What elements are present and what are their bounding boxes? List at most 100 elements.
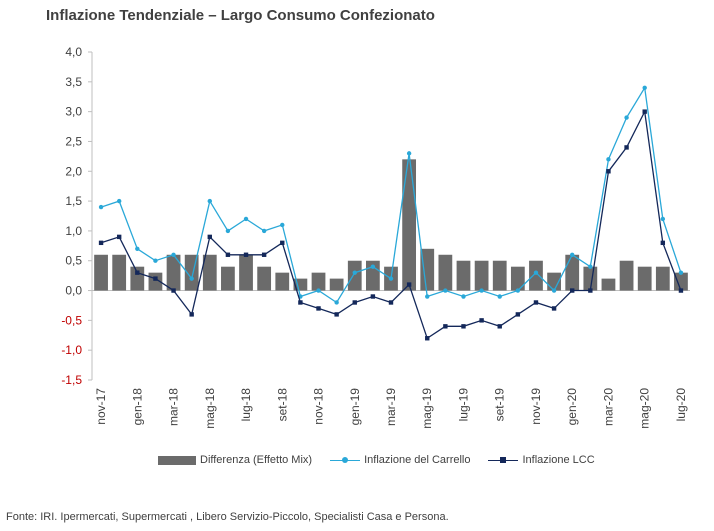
y-tick-label: -0,5 (61, 313, 82, 327)
point-lcc (352, 300, 357, 305)
x-tick-label: gen-20 (565, 388, 579, 426)
bar-differenza (402, 159, 417, 291)
bar-differenza (492, 260, 507, 291)
point-carrello (660, 216, 666, 222)
x-tick-label: set-19 (493, 388, 507, 422)
legend-item-differenza: Differenza (Effetto Mix) (158, 454, 312, 466)
y-tick-label: 1,0 (65, 224, 82, 238)
x-tick-label: mar-20 (601, 388, 615, 426)
point-carrello (406, 151, 412, 156)
legend-swatch-bar (158, 455, 196, 465)
legend-swatch-lcc (488, 456, 519, 465)
point-carrello (116, 198, 122, 204)
y-tick-label: 1,5 (65, 194, 82, 208)
legend-item-carrello: Inflazione del Carrello (330, 454, 470, 466)
point-carrello (388, 276, 394, 281)
y-tick-label: 3,5 (65, 75, 82, 89)
point-lcc (225, 252, 231, 257)
bar-differenza (456, 260, 471, 291)
point-carrello (189, 276, 194, 281)
point-lcc (624, 145, 629, 150)
chart-plot-area: -1,5 -1,0 -0,5 0,0 0,5 1,0 1,5 2,0 2,5 3,0 3,5 4,0 n… (61, 45, 690, 429)
y-tick-label: 0,5 (65, 254, 82, 268)
point-lcc (497, 324, 502, 329)
point-lcc (298, 300, 303, 305)
point-lcc (515, 312, 521, 317)
point-carrello (261, 228, 267, 234)
bar-differenza (275, 272, 290, 291)
point-lcc (406, 282, 412, 287)
point-lcc (98, 240, 104, 246)
chart-title: Inflazione Tendenziale – Largo Consumo C… (46, 7, 435, 24)
x-tick-label: mag-19 (420, 388, 434, 429)
point-carrello (533, 270, 539, 275)
x-tick-label: nov-19 (529, 388, 543, 425)
point-carrello (280, 222, 285, 228)
bar-differenza (438, 254, 453, 291)
bar-differenza (221, 266, 235, 291)
y-tick-label: -1,0 (61, 343, 82, 357)
x-tick-label: nov-18 (312, 388, 326, 425)
point-carrello (334, 300, 339, 305)
bar-differenza (583, 266, 598, 291)
point-carrello (135, 246, 140, 251)
bar-differenza (619, 260, 634, 291)
point-carrello (642, 85, 647, 90)
x-tick-label: lug-18 (239, 388, 253, 422)
bar-differenza (474, 260, 489, 291)
point-lcc (153, 276, 158, 281)
point-lcc (135, 270, 140, 275)
bar-differenza (311, 272, 326, 291)
point-carrello (370, 264, 376, 269)
point-carrello (443, 288, 448, 293)
bar-differenza (293, 278, 308, 291)
point-lcc (678, 288, 684, 293)
point-lcc (388, 300, 394, 305)
point-lcc (588, 288, 593, 293)
point-lcc (334, 312, 339, 317)
x-tick-label: mag-20 (638, 388, 652, 429)
point-carrello (588, 264, 593, 269)
point-carrello (225, 228, 231, 234)
y-tick-label: -1,5 (61, 373, 82, 387)
point-carrello (570, 252, 575, 257)
bar-differenza (529, 260, 543, 291)
x-tick-label: mag-18 (203, 388, 217, 429)
point-carrello (171, 252, 176, 257)
point-carrello (316, 288, 321, 293)
bar-differenza (130, 266, 145, 291)
bar-differenza (655, 266, 670, 291)
x-tick-label: lug-20 (674, 388, 688, 422)
bar-differenza (547, 272, 561, 291)
bar-differenza (257, 266, 272, 291)
point-lcc (533, 300, 539, 305)
point-carrello (425, 294, 430, 299)
point-carrello (678, 270, 684, 275)
point-lcc (243, 252, 249, 257)
bar-differenza (166, 254, 181, 291)
bar-differenza (112, 254, 127, 291)
legend-label-carrello: Inflazione del Carrello (364, 454, 471, 466)
point-carrello (352, 270, 357, 275)
point-carrello (207, 198, 212, 204)
bar-differenza (637, 266, 652, 291)
legend-swatch-carrello (330, 456, 361, 465)
point-lcc (425, 336, 430, 341)
bar-differenza (674, 272, 688, 291)
point-carrello (243, 216, 249, 222)
point-carrello (624, 115, 629, 120)
bar-differenza (329, 278, 344, 291)
bar-differenza (347, 260, 362, 291)
x-tick-label: gen-18 (130, 388, 144, 426)
x-tick-label: set-18 (275, 388, 289, 422)
legend-label-differenza: Differenza (Effetto Mix) (200, 454, 313, 466)
x-tick-label: gen-19 (348, 388, 362, 426)
point-lcc (642, 109, 647, 114)
y-tick-label: 3,0 (65, 105, 82, 119)
x-tick-label: mar-19 (384, 388, 398, 426)
point-lcc (570, 288, 575, 293)
point-lcc (606, 169, 611, 174)
y-tick-label: 4,0 (65, 45, 82, 59)
point-carrello (153, 258, 158, 263)
point-carrello (98, 204, 104, 210)
